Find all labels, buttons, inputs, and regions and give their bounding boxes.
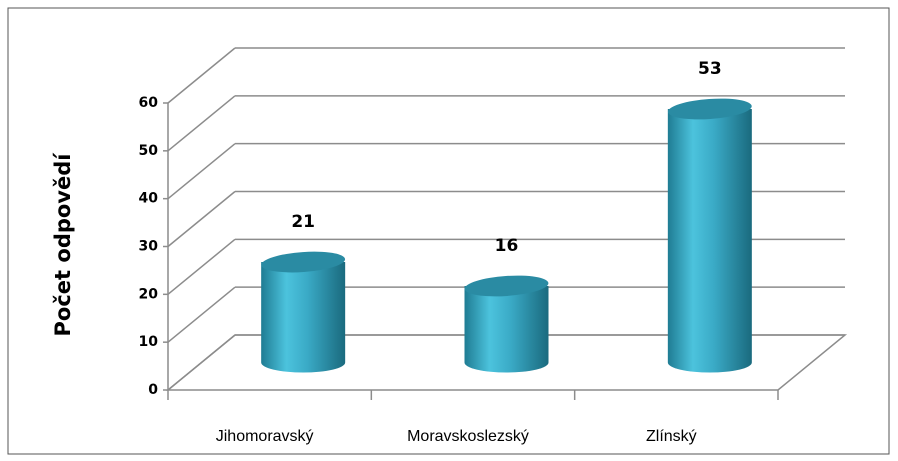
plot-area: 0 10 20 30 40 50 60 Jihomoravský 21 Moravskoslezs… (139, 47, 848, 445)
x-tick-label: Jihomoravský (216, 428, 314, 445)
y-tick-label: 0 (148, 382, 158, 398)
cylinder-body (464, 285, 549, 373)
y-tick-label: 30 (139, 239, 159, 255)
grid-line (167, 238, 236, 295)
data-label: 53 (698, 59, 722, 79)
cylinder (261, 251, 346, 373)
cylinder (464, 275, 549, 373)
cylinder-top (464, 275, 549, 297)
y-axis-label: Počet odpovědí (51, 152, 75, 337)
y-tick-label: 10 (139, 334, 159, 350)
grid-line (167, 95, 236, 152)
data-label: 21 (291, 212, 315, 232)
cylinder-body (667, 108, 752, 373)
y-tick-label: 40 (139, 191, 159, 207)
grid-line (167, 47, 236, 104)
cylinder-body (261, 262, 346, 373)
x-tick-label: Zlínský (646, 428, 697, 445)
cylinder-top (261, 251, 346, 273)
y-tick-label: 20 (139, 286, 159, 302)
data-label: 16 (495, 236, 519, 256)
x-tick-label: Moravskoslezský (407, 428, 529, 445)
cylinder (667, 98, 752, 373)
grid-line (167, 286, 236, 343)
grid-line (167, 190, 236, 248)
grid-line (167, 143, 236, 200)
cylinder-top (667, 98, 752, 120)
chart-border (7, 7, 890, 455)
y-tick-label: 60 (139, 95, 159, 111)
y-tick-label: 50 (139, 143, 159, 159)
grid-line (167, 334, 236, 391)
